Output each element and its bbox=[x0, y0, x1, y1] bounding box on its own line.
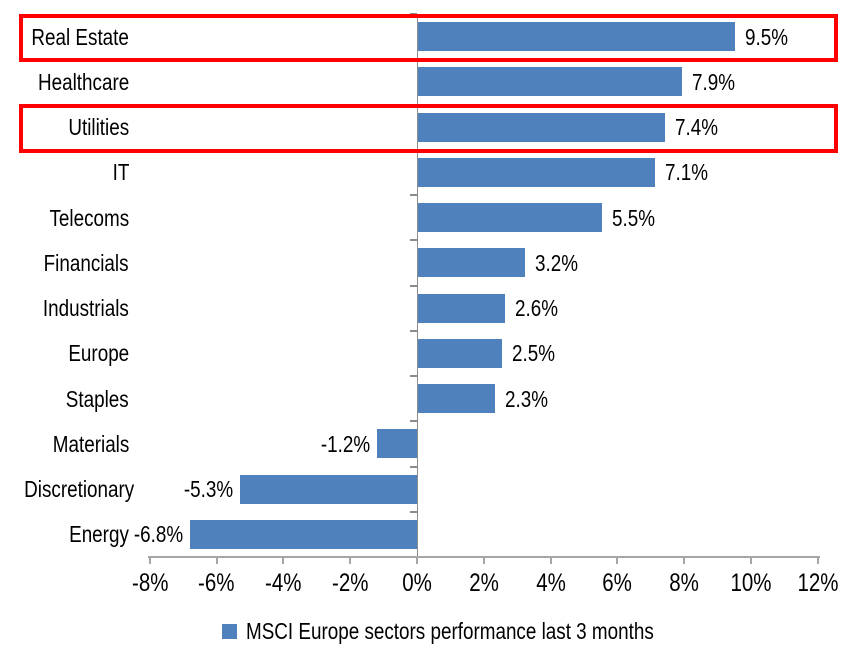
bar-telecoms bbox=[418, 203, 602, 233]
value-label-europe: 2.5% bbox=[511, 340, 555, 367]
x-tick-mark bbox=[549, 556, 552, 564]
bar-healthcare bbox=[418, 67, 682, 97]
value-label-staples: 2.3% bbox=[504, 385, 548, 412]
category-label-europe: Europe bbox=[68, 340, 129, 367]
x-tick-label: 2% bbox=[468, 569, 499, 597]
category-axis-tick bbox=[410, 284, 417, 287]
x-tick-label: 10% bbox=[730, 569, 772, 597]
x-tick-mark bbox=[616, 556, 619, 564]
highlight-box-real-estate bbox=[19, 13, 838, 63]
category-label-staples: Staples bbox=[66, 385, 129, 412]
category-label-it: IT bbox=[112, 159, 129, 186]
category-label-telecoms: Telecoms bbox=[49, 204, 129, 231]
bar-materials bbox=[376, 429, 417, 459]
category-axis-tick bbox=[410, 465, 417, 468]
bar-financials bbox=[418, 248, 525, 278]
bar-europe bbox=[418, 338, 502, 368]
x-tick-mark bbox=[416, 556, 418, 564]
legend: MSCI Europe sectors performance last 3 m… bbox=[222, 617, 743, 645]
category-label-utilities: Utilities bbox=[68, 114, 129, 141]
x-tick-label: -8% bbox=[131, 569, 169, 597]
x-tick-mark bbox=[482, 556, 485, 564]
bar-utilities bbox=[418, 112, 666, 142]
x-tick-label: 0% bbox=[402, 569, 432, 597]
category-label-materials: Materials bbox=[52, 430, 129, 457]
x-tick-mark bbox=[148, 556, 151, 564]
category-label-energy: Energy bbox=[69, 521, 129, 548]
x-tick-label: 6% bbox=[602, 569, 633, 597]
x-tick-label: -2% bbox=[331, 569, 369, 597]
value-label-energy: -6.8% bbox=[133, 521, 183, 548]
value-label-real-estate: 9.5% bbox=[745, 23, 789, 50]
zero-axis-line bbox=[417, 14, 418, 557]
legend-label: MSCI Europe sectors performance last 3 m… bbox=[246, 618, 654, 644]
category-axis-tick bbox=[410, 194, 417, 196]
value-label-materials: -1.2% bbox=[320, 430, 370, 457]
value-label-financials: 3.2% bbox=[534, 249, 578, 276]
x-tick-label: 12% bbox=[797, 569, 839, 597]
x-tick-label: -6% bbox=[198, 569, 235, 597]
bar-industrials bbox=[418, 293, 505, 323]
category-axis-tick bbox=[410, 420, 417, 423]
category-label-discretionary: Discretionary bbox=[24, 476, 135, 503]
bar-energy bbox=[189, 519, 417, 549]
value-label-utilities: 7.4% bbox=[675, 114, 719, 141]
category-axis-tick bbox=[410, 510, 417, 513]
x-tick-mark bbox=[750, 556, 752, 564]
bar-discretionary bbox=[239, 474, 417, 504]
highlight-box-utilities bbox=[19, 104, 838, 153]
category-axis-tick bbox=[410, 329, 417, 332]
category-label-real-estate: Real Estate bbox=[31, 23, 129, 50]
category-label-healthcare: Healthcare bbox=[37, 68, 129, 95]
bar-it bbox=[418, 157, 656, 187]
bar-staples bbox=[418, 384, 495, 414]
category-label-industrials: Industrials bbox=[43, 295, 129, 322]
value-label-telecoms: 5.5% bbox=[611, 204, 655, 231]
x-tick-mark bbox=[816, 556, 819, 564]
x-tick-mark bbox=[683, 556, 686, 564]
category-axis-tick bbox=[410, 239, 417, 242]
x-tick-mark bbox=[349, 556, 352, 564]
category-label-financials: Financials bbox=[44, 249, 129, 276]
value-label-it: 7.1% bbox=[665, 159, 709, 186]
x-tick-label: -4% bbox=[265, 569, 302, 597]
category-axis-tick bbox=[410, 375, 417, 377]
bar-real-estate bbox=[418, 22, 736, 52]
x-tick-label: 8% bbox=[669, 569, 699, 597]
x-tick-mark bbox=[215, 556, 218, 564]
value-label-discretionary: -5.3% bbox=[183, 476, 233, 503]
x-tick-label: 4% bbox=[535, 569, 566, 597]
x-tick-mark bbox=[282, 556, 285, 564]
legend-marker-swatch bbox=[222, 623, 237, 639]
value-label-healthcare: 7.9% bbox=[691, 68, 735, 95]
value-label-industrials: 2.6% bbox=[514, 295, 558, 322]
